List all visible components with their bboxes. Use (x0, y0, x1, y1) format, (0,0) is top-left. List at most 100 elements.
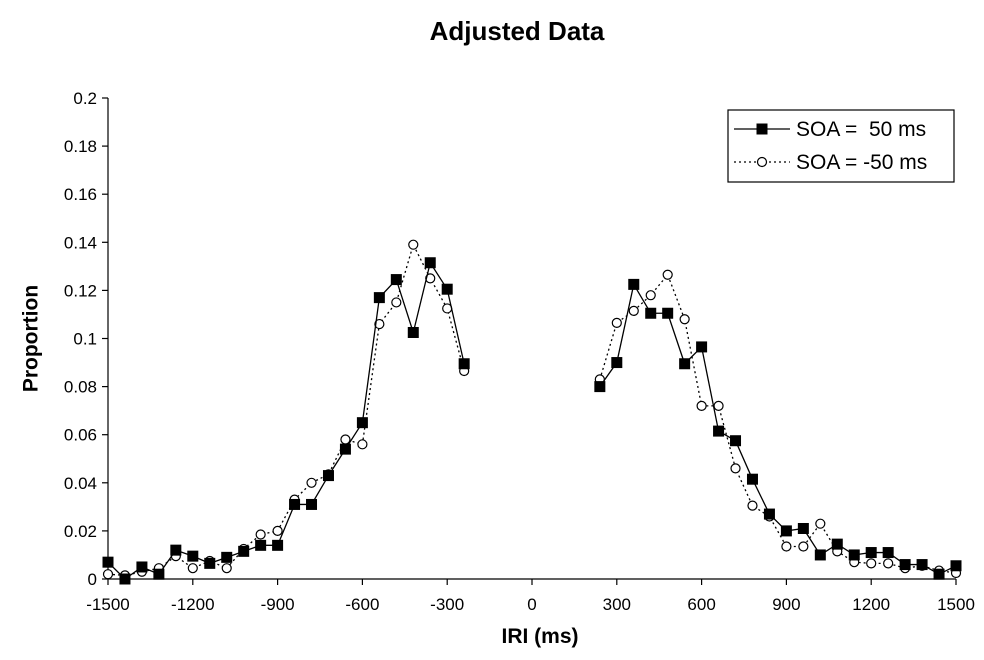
data-point (204, 557, 216, 569)
data-point (899, 559, 911, 571)
data-point (390, 274, 402, 286)
data-point (645, 290, 656, 301)
y-tick-label: 0.04 (64, 474, 97, 493)
y-tick-label: 0.18 (64, 137, 97, 156)
legend-marker (756, 123, 768, 135)
data-point (730, 435, 742, 447)
legend-marker (756, 156, 768, 168)
x-tick-label: -600 (345, 595, 379, 614)
data-point (662, 307, 674, 319)
data-point (119, 573, 131, 585)
data-point (696, 400, 707, 411)
plot-area: 00.020.040.060.080.10.120.140.160.180.2 … (64, 89, 975, 614)
data-point (322, 470, 334, 482)
data-point (696, 341, 708, 353)
series-layer (102, 239, 962, 585)
data-point (238, 545, 250, 557)
data-point (272, 539, 284, 551)
x-tick-label: -1200 (171, 595, 214, 614)
data-point (102, 556, 114, 568)
data-point (797, 522, 809, 534)
x-ticks: -1500 -1200 -900 -600 -300 0 300 600 900 1200 1500 (86, 579, 975, 614)
data-point (187, 550, 199, 562)
data-point (866, 558, 877, 569)
data-point (408, 239, 419, 250)
data-point (356, 417, 368, 429)
data-point (373, 292, 385, 304)
data-point (679, 358, 691, 370)
data-point (255, 539, 267, 551)
data-point (306, 498, 318, 510)
data-point (746, 473, 758, 485)
data-point (763, 508, 775, 520)
data-point (102, 569, 114, 580)
data-point (391, 297, 402, 308)
x-axis-title: IRI (ms) (501, 625, 578, 648)
data-point (679, 314, 690, 325)
data-point (645, 307, 657, 319)
data-point (815, 518, 826, 529)
data-point (713, 400, 724, 411)
data-point (424, 257, 436, 269)
chart-title: Adjusted Data (430, 16, 605, 46)
data-point (357, 439, 368, 450)
data-point (814, 549, 826, 561)
data-point (611, 357, 623, 369)
data-point (374, 318, 385, 330)
data-point (153, 568, 165, 580)
data-point (272, 525, 283, 537)
data-point (933, 568, 945, 580)
x-tick-label: 1500 (937, 595, 975, 614)
data-point (425, 273, 436, 284)
series-soa-50 (102, 257, 962, 585)
data-point (221, 563, 232, 574)
data-point (882, 547, 894, 559)
data-point (781, 541, 792, 552)
data-point (594, 381, 606, 393)
series-line (107, 261, 465, 580)
series-line (599, 273, 957, 574)
data-point (339, 443, 351, 455)
data-point (611, 317, 622, 328)
x-tick-label: 900 (772, 595, 800, 614)
x-tick-label: -1500 (86, 595, 129, 614)
data-point (780, 525, 792, 537)
x-tick-label: 0 (527, 595, 536, 614)
data-point (306, 477, 317, 488)
series-line (599, 282, 957, 575)
data-point (798, 541, 809, 552)
x-tick-label: 600 (687, 595, 715, 614)
data-point (628, 278, 640, 290)
legend-entries: SOA = 50 ms SOA = -50 ms (734, 118, 927, 174)
data-point (221, 551, 233, 563)
y-tick-label: 0.02 (64, 522, 97, 541)
data-point (747, 500, 758, 511)
x-tick-label: -300 (430, 595, 464, 614)
data-point (340, 434, 351, 445)
legend-label: SOA = 50 ms (796, 118, 926, 141)
data-point (883, 558, 894, 569)
data-point (187, 563, 198, 574)
legend-box (727, 109, 955, 183)
x-tick-label: 1200 (852, 595, 890, 614)
data-point (407, 326, 419, 338)
data-point (865, 547, 877, 559)
data-point (916, 559, 928, 571)
y-tick-label: 0.12 (64, 281, 97, 300)
y-tick-label: 0.1 (73, 330, 97, 349)
data-point (136, 561, 148, 573)
data-point (662, 269, 673, 280)
series-soa-minus-50 (102, 239, 962, 581)
y-tick-label: 0 (88, 570, 97, 589)
data-point (628, 305, 639, 316)
data-point (441, 283, 453, 295)
legend: SOA = 50 ms SOA = -50 ms (727, 109, 955, 183)
data-point (831, 538, 843, 550)
y-tick-label: 0.08 (64, 378, 97, 397)
x-tick-label: 300 (603, 595, 631, 614)
y-ticks: 0 0.02 0.04 0.06 0.08 0.1 0.12 0.14 0.16 0.18 0.2 (64, 89, 108, 589)
data-point (713, 425, 725, 437)
data-point (289, 498, 301, 510)
data-point (848, 549, 860, 561)
